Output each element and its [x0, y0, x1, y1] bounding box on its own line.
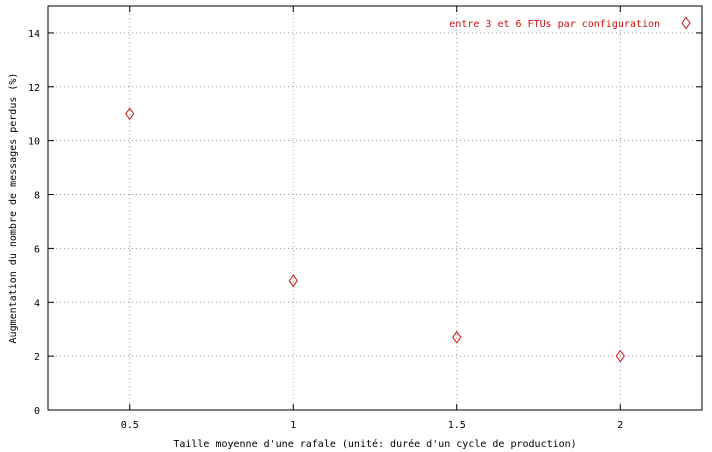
- data-point-diamond: [288, 274, 298, 288]
- x-tick-label: 0.5: [121, 420, 139, 431]
- data-point-diamond: [452, 330, 462, 344]
- legend: entre 3 et 6 FTUs par configuration: [449, 16, 691, 30]
- grid-lines: [48, 6, 702, 410]
- data-points: [125, 107, 625, 363]
- x-axis-label: Taille moyenne d'une rafale (unité: duré…: [173, 438, 576, 450]
- y-tick-label: 8: [34, 191, 40, 202]
- y-tick-label: 12: [28, 83, 40, 94]
- axis-ticks: [48, 6, 702, 411]
- y-tick-label: 10: [28, 137, 40, 148]
- plot-frame: [47, 5, 703, 411]
- data-point-diamond: [125, 107, 135, 121]
- y-tick-label: 0: [34, 406, 40, 417]
- x-tick-labels: 0.5 1 1.5 2: [121, 420, 624, 431]
- x-tick-label: 1: [290, 420, 296, 431]
- y-tick-labels: 0 2 4 6 8 10 12 14: [28, 29, 40, 417]
- y-tick-label: 6: [34, 244, 40, 255]
- legend-label: entre 3 et 6 FTUs par configuration: [449, 19, 660, 30]
- y-tick-label: 14: [28, 29, 40, 40]
- legend-marker-diamond: [681, 16, 691, 30]
- y-tick-label: 2: [34, 352, 40, 363]
- x-tick-label: 1.5: [448, 420, 466, 431]
- x-tick-label: 2: [617, 420, 623, 431]
- data-point-diamond: [615, 349, 625, 363]
- y-axis-label: Augmentation du nombre de messages perdu…: [8, 73, 19, 344]
- y-tick-label: 4: [34, 298, 40, 309]
